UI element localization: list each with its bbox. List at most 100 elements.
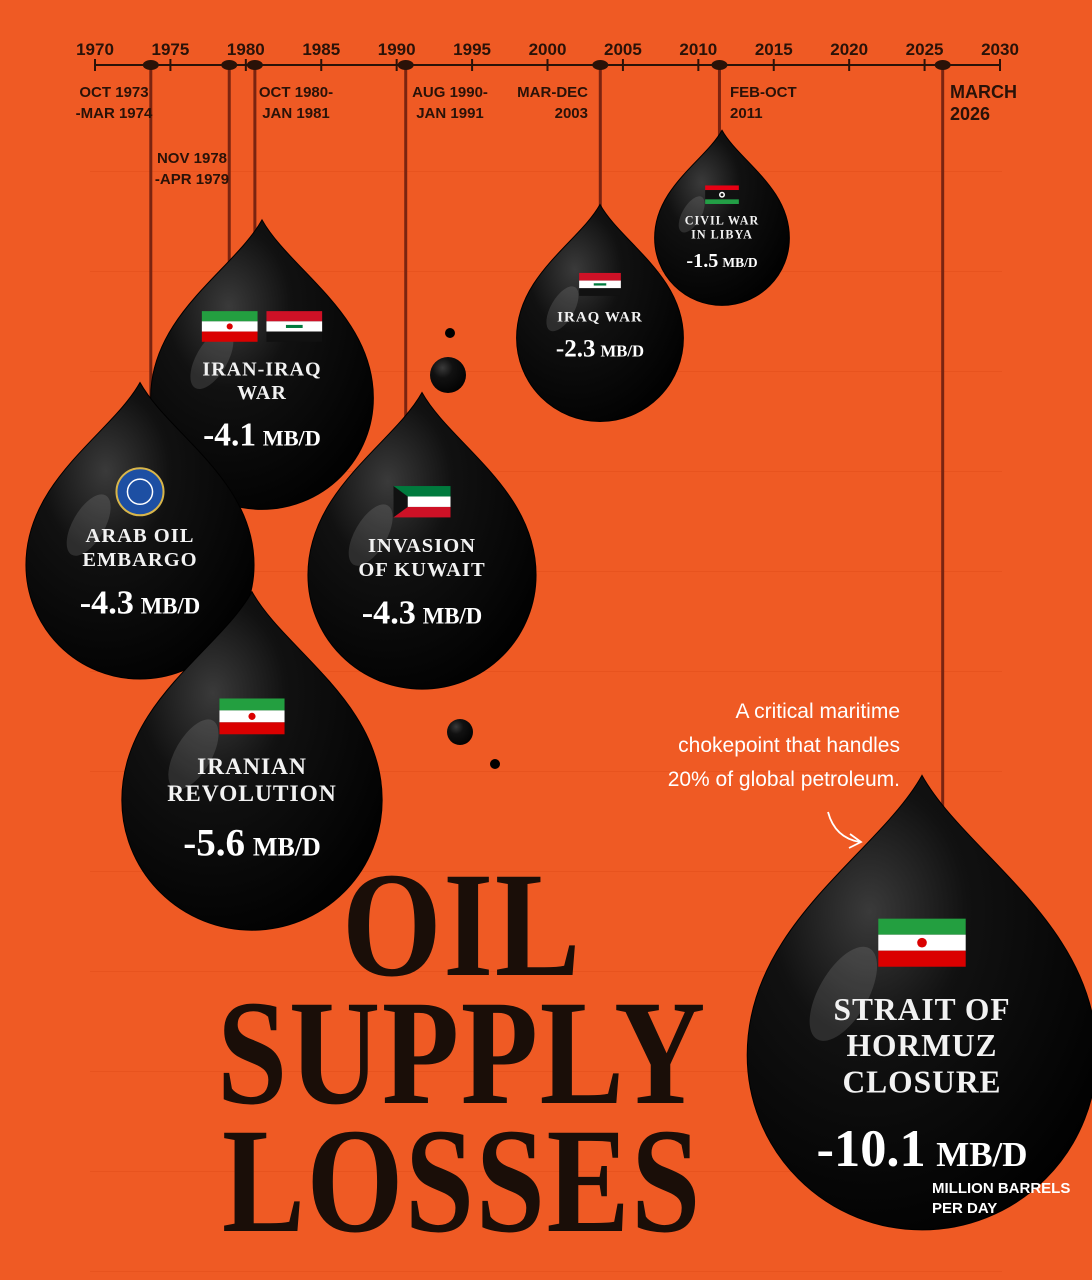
drop-value: -10.1 MB/D [817,1120,1028,1178]
oil-shine [678,196,705,233]
value-number: -2.3 [556,335,596,362]
flag-emblem [226,323,233,330]
unit-note: PER DAY [932,1200,997,1217]
annotation-line: chokepoint that handles [678,734,900,757]
tick-label: 1985 [302,40,340,59]
flag-emblem [115,467,165,517]
event-marker [397,60,414,70]
drop-name: IRANIAN [197,754,307,780]
droplet [430,357,466,393]
tick-label: 1980 [227,40,265,59]
flag-stripe [705,190,739,200]
drop-name: WAR [237,382,287,404]
value-number: -5.6 [183,822,245,865]
value-number: -1.5 [686,250,718,272]
drop-name: STRAIT OF [833,992,1010,1027]
drop-name: IN LIBYA [691,227,753,241]
value-number: -4.3 [362,595,416,632]
flag-emblem [126,478,154,506]
timeline: 1970 1975 1980 1985 1990 1995 2000 2005 2010 2015… [76,40,1019,188]
drop-value: -4.3 MB/D [80,585,201,622]
value-unit: MB/D [253,833,321,862]
tick-label: 1990 [378,40,416,59]
oil-drop [121,590,383,931]
flag-stripe [266,331,323,342]
event-date: AUG 1990- [412,84,488,101]
event-marker [934,60,951,70]
flag-stripe [705,185,739,191]
tick-label: 2005 [604,40,642,59]
event-marker [711,60,728,70]
annotation-line: A critical maritime [735,700,900,723]
drop-name: CLOSURE [842,1064,1001,1099]
oil-shine [168,719,219,790]
flag-stripe [705,199,739,204]
event-date: 2011 [730,105,763,122]
drop-name: OF KUWAIT [358,559,485,581]
oil-drop [307,391,537,690]
drop-value: -4.1 MB/D [203,417,321,454]
oil-drop [654,129,790,306]
tick-label: 2025 [906,40,944,59]
value-unit: MB/D [141,594,201,619]
title-line: SUPPLY [217,970,707,1136]
annotation-line: 20% of global petroleum. [668,768,900,791]
flag-stripe [579,272,621,281]
tick-label: 1970 [76,40,114,59]
event-date: -APR 1979 [155,171,229,188]
drop-value: -2.3 MB/D [556,335,644,362]
event-date: NOV 1978 [157,150,227,167]
event-date: 2003 [555,105,588,122]
event-date: JAN 1981 [262,105,330,122]
flag-emblem [719,191,725,198]
event-date: OCT 1973 [79,84,148,101]
oil-shine [546,286,579,332]
event-marker [221,60,238,70]
drop-value: -1.5 MB/D [686,250,757,272]
oil-shine [348,504,393,566]
annotation: A critical maritime chokepoint that handl… [668,700,1071,1217]
event-marker [142,60,159,70]
flag-stripe [201,311,258,322]
value-unit: MB/D [423,604,483,629]
flag-emblem [248,712,256,720]
event-date: OCT 1980- [259,84,333,101]
tick-label: 2015 [755,40,793,59]
drop-name: EMBARGO [82,549,197,571]
event-date: -MAR 1974 [76,105,153,122]
oil-drop [25,381,255,680]
droplet [490,759,500,769]
title-line: OIL [342,842,582,1008]
oil-shine [809,946,878,1041]
oil-drop [516,203,684,422]
unit-note: MILLION BARRELS [932,1180,1070,1197]
flag-stripe [579,288,621,296]
value-number: -4.1 [203,417,256,454]
flag-stripe [393,496,451,507]
drop-value: -5.6 MB/D [183,822,321,865]
value-number: -10.1 [817,1120,926,1178]
flag-emblem [917,937,927,948]
drop-name: IRAQ WAR [557,309,643,325]
flag-stripe [878,918,966,935]
event-date: FEB-OCT [730,84,797,101]
tick-label: 2000 [529,40,567,59]
flag-stripe [393,486,451,497]
flag-stripe [266,311,323,322]
flag-stripe [878,950,966,967]
flag-emblem [593,283,607,286]
flag-stripe [219,722,285,735]
drop-name: IRAN-IRAQ [202,359,321,381]
value-unit: MB/D [936,1135,1027,1174]
tick-label: 2030 [981,40,1019,59]
oil-shine [190,329,234,389]
drop-name: HORMUZ [846,1028,997,1063]
